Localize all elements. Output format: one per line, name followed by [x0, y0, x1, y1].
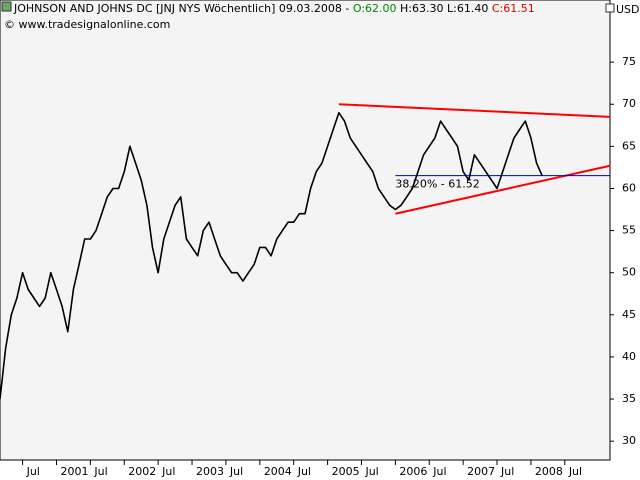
header-open: O:62.00 — [353, 2, 397, 15]
x-tick-label: Jul — [432, 465, 446, 478]
y-tick-label: 40 — [622, 350, 636, 363]
y-tick-label: 35 — [622, 392, 636, 405]
x-tick-label: Jul — [229, 465, 243, 478]
plot-area — [0, 0, 611, 461]
y-tick-label: 65 — [622, 139, 636, 152]
x-tick-label: Jul — [161, 465, 175, 478]
trend-line — [395, 164, 611, 215]
y-axis-label: USD — [616, 3, 640, 16]
x-tick-label: 2006 — [399, 465, 427, 478]
source: © www.tradesignalonline.com — [4, 18, 170, 31]
x-tick-label: Jul — [500, 465, 514, 478]
fib-label: 38.20% - 61.52 — [395, 178, 479, 191]
y-tick-label: 50 — [622, 266, 636, 279]
y-tick-label: 60 — [622, 181, 636, 194]
x-tick-label: 2001 — [60, 465, 88, 478]
x-tick-label: 2007 — [467, 465, 495, 478]
box — [605, 3, 615, 13]
x-tick-label: 2005 — [332, 465, 360, 478]
x-tick-label: Jul — [93, 465, 107, 478]
y-tick-label: 55 — [622, 224, 636, 237]
y-tick-label: 45 — [622, 308, 636, 321]
x-tick-label: Jul — [364, 465, 378, 478]
y-tick-label: 75 — [622, 55, 636, 68]
icon — [1, 1, 12, 12]
x-tick-label: Jul — [568, 465, 582, 478]
y-tick-label: 30 — [622, 434, 636, 447]
x-tick-label: Jul — [297, 465, 311, 478]
trend-line — [338, 103, 611, 118]
header-name: JOHNSON AND JOHNS DC [JNJ NYS Wöchentlic… — [13, 2, 349, 15]
header-high-low: H:63.30 L:61.40 — [400, 2, 488, 15]
x-tick-label: Jul — [26, 465, 40, 478]
x-tick-label: 2004 — [264, 465, 292, 478]
x-tick-label: 2008 — [535, 465, 563, 478]
header: JOHNSON AND JOHNS DC [JNJ NYS Wöchentlic… — [13, 2, 535, 15]
x-tick-label: 2002 — [128, 465, 156, 478]
x-tick-label: 2003 — [196, 465, 224, 478]
price-line — [0, 111, 543, 400]
header-close: C:61.51 — [492, 2, 535, 15]
y-tick-label: 70 — [622, 97, 636, 110]
